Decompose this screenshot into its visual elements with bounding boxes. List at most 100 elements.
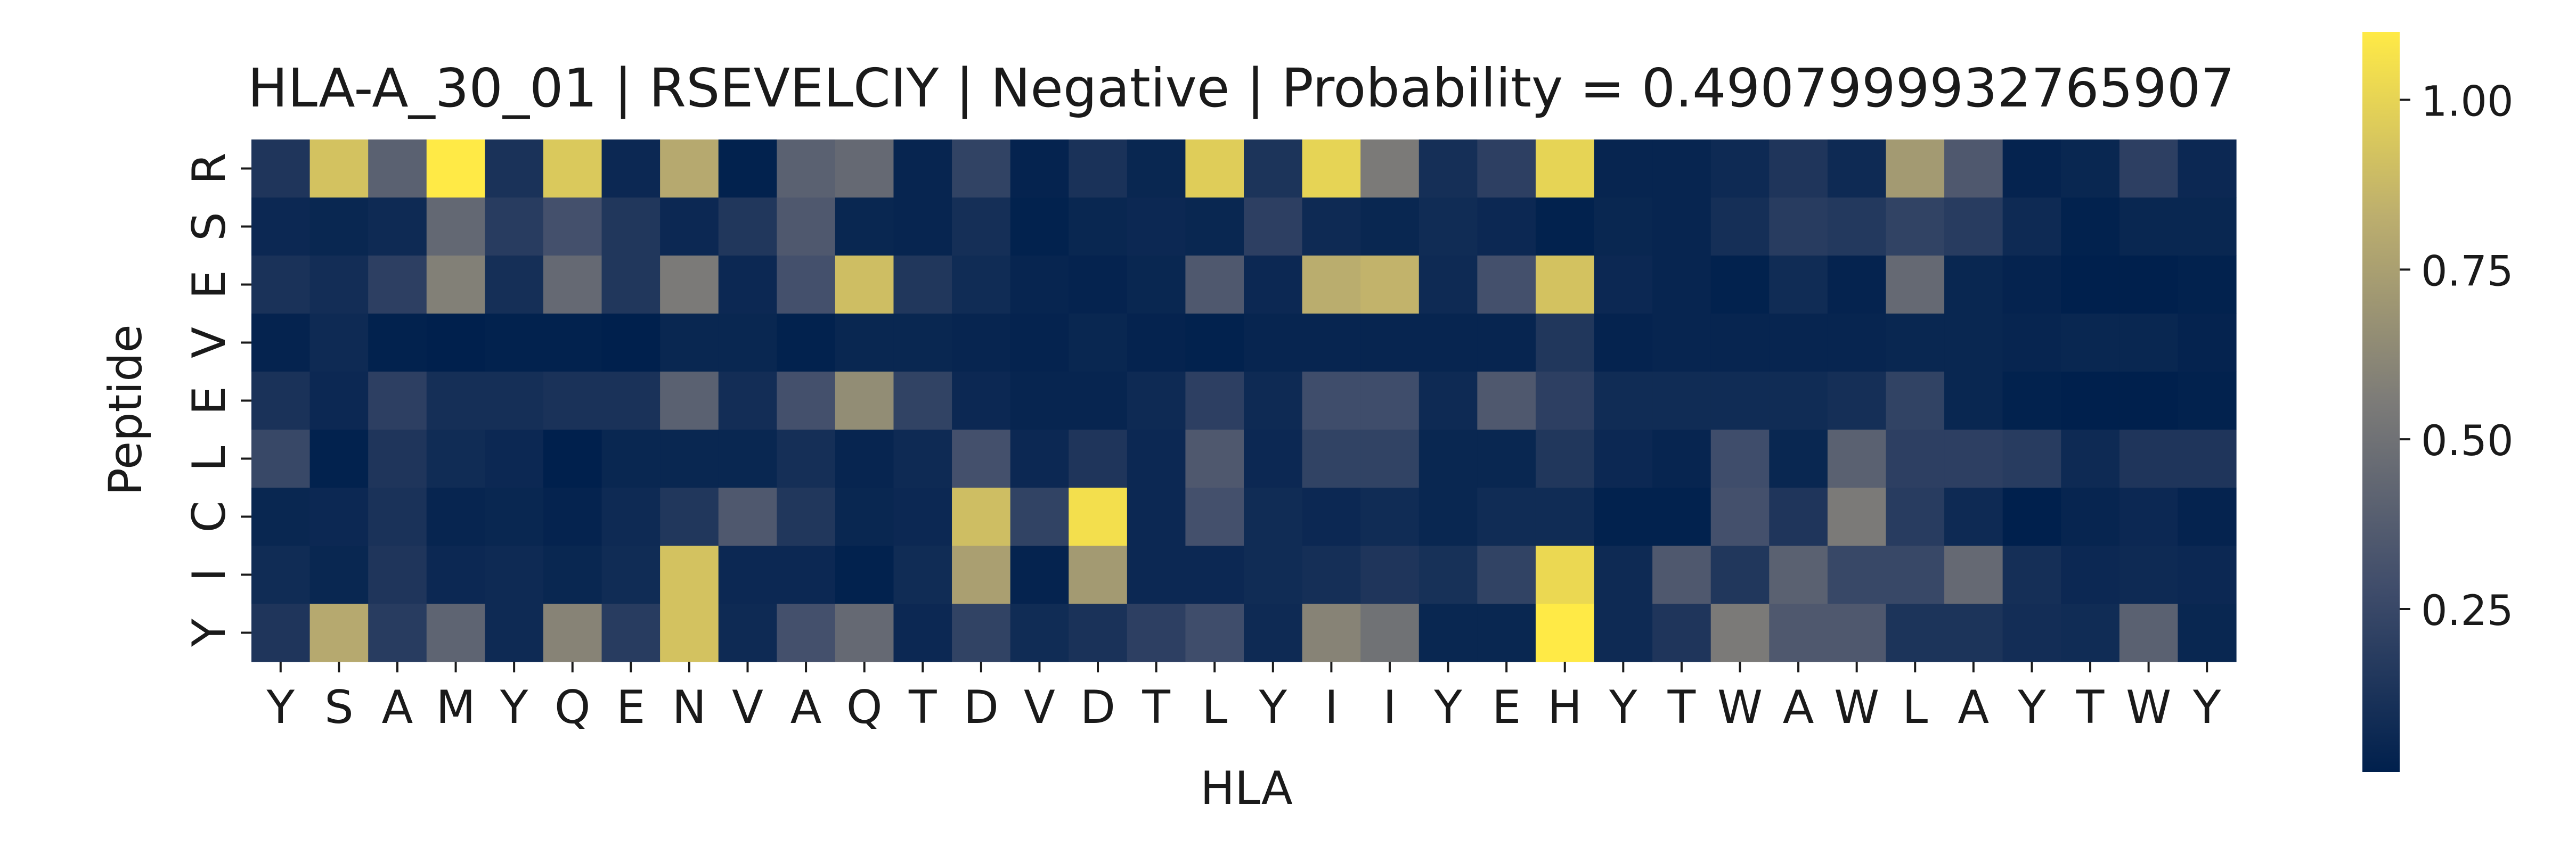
heatmap-cell [2061,546,2120,604]
heatmap-cell [2002,546,2061,604]
heatmap-cell [1069,546,1128,604]
heatmap-cell [893,488,952,546]
heatmap-cell [835,314,894,372]
heatmap-cell [1010,139,1069,198]
heatmap-cell [2061,430,2120,488]
heatmap-cell [777,372,836,430]
heatmap-cell [2002,139,2061,198]
heatmap-cell [1185,372,1244,430]
heatmap-cell [660,256,719,314]
heatmap-cell [2178,488,2237,546]
heatmap-cell [426,198,485,256]
heatmap-cell [1827,139,1887,198]
heatmap-cell [251,256,311,314]
x-tick-label: L [1902,681,1928,734]
heatmap-cell [1244,198,1303,256]
heatmap-cell [426,546,485,604]
heatmap-cell [1127,488,1186,546]
heatmap-cell [543,546,602,604]
heatmap-cell [1769,139,1828,198]
heatmap-cell [1127,198,1186,256]
heatmap-cell [893,546,952,604]
heatmap-cell [777,604,836,662]
x-tick-label: Y [500,681,528,734]
x-tick-label: T [908,681,937,734]
heatmap-cell [835,430,894,488]
heatmap-cell [1302,546,1361,604]
x-tick-label: Y [1609,681,1637,734]
heatmap-cell [1127,372,1186,430]
heatmap-cell [426,139,485,198]
heatmap-cell [1360,372,1420,430]
colorbar-ticks: 0.25 0.50 0.75 1.00 [2400,78,2514,635]
heatmap-cell [251,488,311,546]
heatmap-cell [2002,372,2061,430]
heatmap-cell [1594,430,1653,488]
heatmap-cell [1886,546,1945,604]
heatmap-cell [1185,314,1244,372]
heatmap-cell [1244,139,1303,198]
heatmap-cell [1244,372,1303,430]
heatmap-cell [718,198,777,256]
heatmap-cell [660,314,719,372]
y-tick-label: Y [183,619,236,647]
chart-title: HLA-A_30_01 | RSEVELCIY | Negative | Pro… [248,57,2235,119]
heatmap-cell [1535,198,1595,256]
heatmap-cell [1360,488,1420,546]
heatmap-cell [718,546,777,604]
heatmap-cell [543,256,602,314]
heatmap-cell [1360,139,1420,198]
heatmap-cell [2119,256,2179,314]
y-tick-label: E [183,386,236,415]
heatmap-cell [251,430,311,488]
heatmap-cell [485,198,544,256]
heatmap-cell [718,604,777,662]
heatmap-cell [368,139,427,198]
heatmap-cell [952,488,1011,546]
heatmap-cell [1944,430,2003,488]
x-tick-label: T [1142,681,1170,734]
heatmap-cell [2119,430,2179,488]
heatmap-cell [893,604,952,662]
heatmap-cell [601,372,661,430]
heatmap-cell [2002,604,2061,662]
heatmap-cell [2002,314,2061,372]
heatmap-cell [1069,139,1128,198]
x-tick-label: E [1492,681,1521,734]
heatmap-cell [1594,198,1653,256]
x-tick-label: H [1547,681,1582,734]
heatmap-cell [1477,430,1536,488]
heatmap-cell [893,430,952,488]
heatmap-cell [1652,256,1711,314]
heatmap-cell [1769,198,1828,256]
heatmap-cell [1535,430,1595,488]
heatmap-cell [1944,488,2003,546]
heatmap-cell [2061,256,2120,314]
heatmap-cell [1652,604,1711,662]
heatmap-cell [835,604,894,662]
heatmap-cell [1710,430,1770,488]
heatmap-cell [893,256,952,314]
heatmap-cell [952,314,1011,372]
heatmap-cell [2178,372,2237,430]
heatmap-cell [1010,546,1069,604]
heatmap-cell [426,314,485,372]
heatmap-cell [601,256,661,314]
heatmap-cell [2178,256,2237,314]
heatmap-cell [660,546,719,604]
heatmap-cell [1886,372,1945,430]
heatmap-cell [1535,139,1595,198]
heatmap-cell [1652,488,1711,546]
heatmap-cell [368,546,427,604]
heatmap-cell [1535,488,1595,546]
colorbar-tick-label: 0.25 [2421,587,2514,635]
heatmap-cell [1886,488,1945,546]
x-tick-label: Y [1433,681,1462,734]
heatmap-cell [1419,372,1478,430]
heatmap-cell [2061,488,2120,546]
heatmap-cell [1710,372,1770,430]
heatmap-cell [1710,256,1770,314]
heatmap-cell [1185,256,1244,314]
heatmap-cell [2178,314,2237,372]
